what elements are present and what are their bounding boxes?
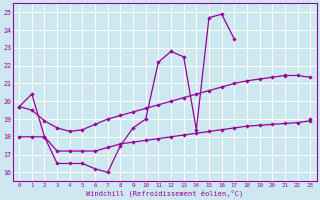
- X-axis label: Windchill (Refroidissement éolien,°C): Windchill (Refroidissement éolien,°C): [86, 189, 243, 197]
